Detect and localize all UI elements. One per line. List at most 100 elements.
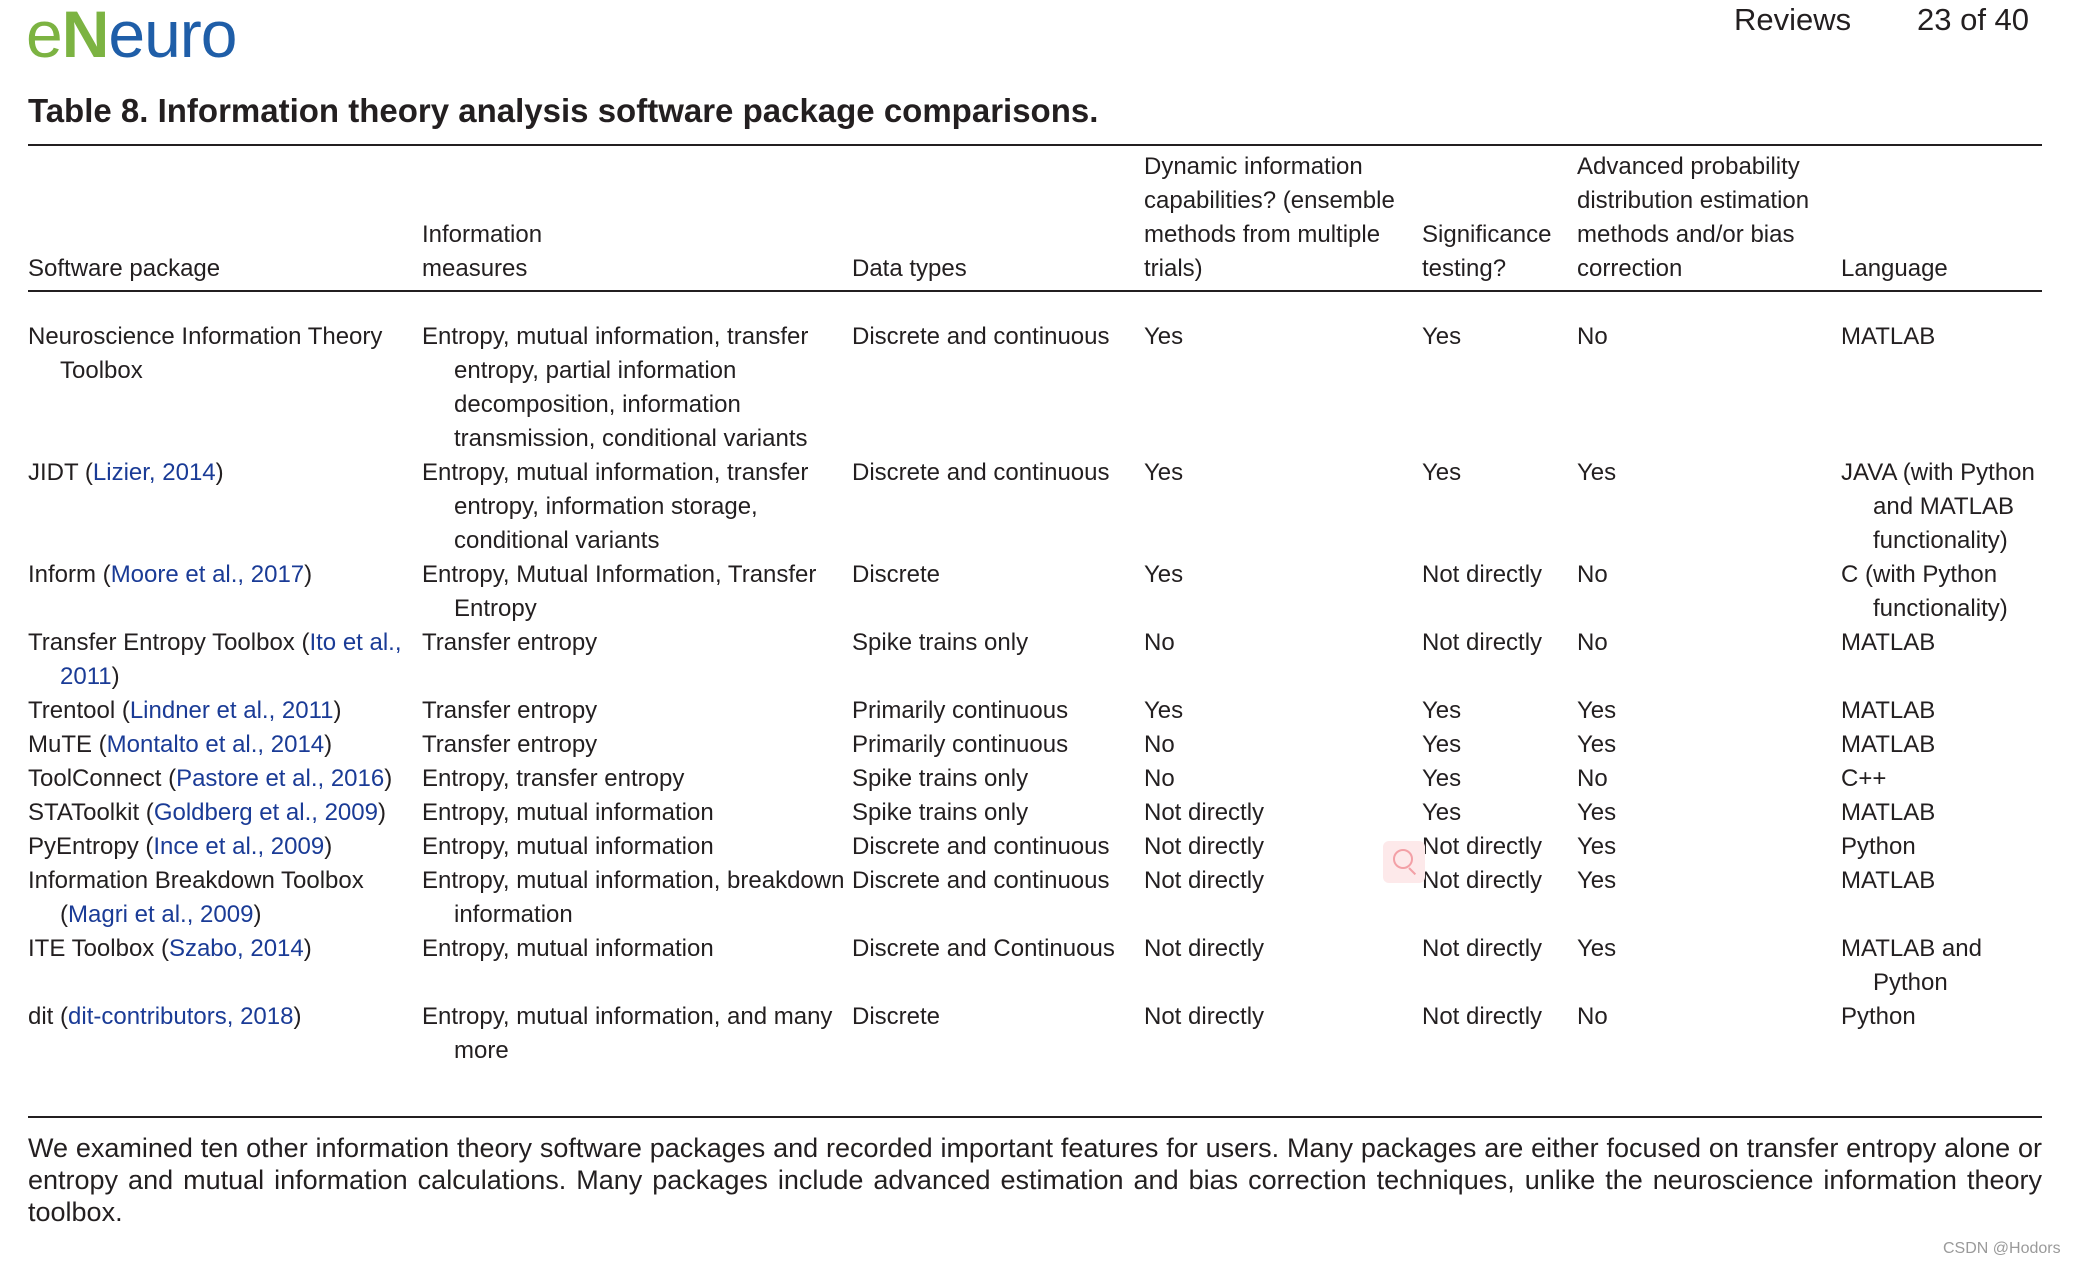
magnifier-icon[interactable] [1383, 841, 1425, 883]
measures-cell-text: Entropy, mutual information, transfer en… [422, 323, 809, 452]
estimation-cell-text: No [1577, 1003, 1608, 1030]
citation-link[interactable]: Moore et al., 2017 [110, 561, 305, 588]
package-name-cell: Transfer Entropy Toolbox (Ito et al., 20… [28, 629, 402, 690]
dynamic-cell-text: Not directly [1144, 799, 1265, 826]
estimation-cell-text: No [1577, 765, 1608, 792]
column-header: Dynamic information capabilities? (ensem… [1144, 153, 1395, 282]
measures-cell-text: Entropy, mutual information, and many mo… [422, 1003, 833, 1064]
language-cell: MATLAB [1841, 728, 2042, 762]
dynamic-cell: Not directly [1144, 796, 1422, 830]
language-cell: MATLAB [1841, 298, 2042, 456]
data-type-cell: Discrete and continuous [852, 298, 1144, 456]
language-cell-text: MATLAB and Python [1841, 935, 1982, 996]
citation-link[interactable]: Goldberg et al., 2009 [153, 799, 378, 826]
data-type-cell: Discrete and continuous [852, 864, 1144, 932]
estimation-cell: Yes [1577, 864, 1841, 932]
dynamic-cell: Yes [1144, 456, 1422, 558]
measures-cell: Transfer entropy [422, 694, 852, 728]
estimation-cell-text: Yes [1577, 935, 1617, 962]
significance-cell: Yes [1422, 762, 1577, 796]
citation-link[interactable]: Magri et al., 2009 [68, 901, 254, 928]
significance-cell-text: Yes [1422, 697, 1462, 724]
significance-cell: Yes [1422, 298, 1577, 456]
significance-cell: Not directly [1422, 558, 1577, 626]
journal-logo: eNeuro [26, 0, 238, 71]
measures-cell-text: Entropy, mutual information [422, 799, 714, 826]
estimation-cell-text: Yes [1577, 833, 1617, 860]
estimation-cell-text: Yes [1577, 731, 1617, 758]
language-cell: JAVA (with Python and MATLAB functionali… [1841, 456, 2042, 558]
data-type-cell-text: Discrete [852, 561, 941, 588]
package-name: dit ( [28, 1003, 69, 1030]
package-name-cell: JIDT (Lizier, 2014) [28, 459, 224, 486]
table-row: Neuroscience Information Theory Toolbox E… [28, 298, 2042, 456]
column-header: Information measures [422, 221, 543, 282]
header-rule [28, 290, 2042, 292]
package-name: Neuroscience Information Theory Toolbox [28, 323, 383, 384]
citation-link[interactable]: Lizier, 2014 [92, 459, 216, 486]
table-row: PyEntropy (Ince et al., 2009) Entropy, mu… [28, 830, 2042, 864]
citation-link[interactable]: Montalto et al., 2014 [106, 731, 325, 758]
page-number: 23 of 40 [1917, 2, 2030, 37]
citation-link[interactable]: Ince et al., 2009 [153, 833, 325, 860]
package-name: JIDT ( [28, 459, 93, 486]
dynamic-cell-text: Yes [1144, 459, 1184, 486]
language-cell-text: MATLAB [1841, 629, 1936, 656]
language-cell: C (with Python functionality) [1841, 558, 2042, 626]
table-row: STAToolkit (Goldberg et al., 2009) Entrop… [28, 796, 2042, 830]
measures-cell-text: Entropy, mutual information, transfer en… [422, 459, 809, 554]
table-row: JIDT (Lizier, 2014) Entropy, mutual infor… [28, 456, 2042, 558]
bottom-rule [28, 1116, 2042, 1118]
dynamic-cell-text: Not directly [1144, 1003, 1265, 1030]
language-cell: Python [1841, 1000, 2042, 1068]
data-type-cell-text: Discrete and continuous [852, 867, 1110, 894]
package-name-cell: Inform (Moore et al., 2017) [28, 561, 313, 588]
section-label: Reviews [1734, 2, 1852, 37]
language-cell: C++ [1841, 762, 2042, 796]
table-row: ITE Toolbox (Szabo, 2014) Entropy, mutual… [28, 932, 2042, 1000]
package-name-cell: dit (dit-contributors, 2018) [28, 1003, 302, 1030]
citation-link[interactable]: Ito et al., 2011 [60, 629, 402, 690]
citation-link[interactable]: Szabo, 2014 [168, 935, 304, 962]
dynamic-cell-text: No [1144, 629, 1175, 656]
measures-cell-text: Entropy, mutual information, breakdown i… [422, 867, 845, 928]
table-row: ToolConnect (Pastore et al., 2016) Entrop… [28, 762, 2042, 796]
dynamic-cell-text: Yes [1144, 323, 1184, 350]
citation-link[interactable]: Lindner et al., 2011 [129, 697, 334, 724]
package-name: Trentool ( [28, 697, 130, 724]
dynamic-cell: Not directly [1144, 864, 1422, 932]
estimation-cell: No [1577, 762, 1841, 796]
estimation-cell-text: No [1577, 629, 1608, 656]
citation-link[interactable]: Pastore et al., 2016 [176, 765, 385, 792]
citation-link[interactable]: dit-contributors, 2018 [68, 1003, 294, 1030]
dynamic-cell-text: Yes [1144, 561, 1184, 588]
language-cell-text: MATLAB [1841, 799, 1936, 826]
measures-cell: Entropy, mutual information, and many mo… [422, 1000, 852, 1068]
package-name: Inform ( [28, 561, 111, 588]
dynamic-cell-text: No [1144, 765, 1175, 792]
column-header: Software package [28, 255, 221, 282]
measures-cell: Entropy, mutual information, transfer en… [422, 456, 852, 558]
significance-cell: Yes [1422, 456, 1577, 558]
dynamic-cell: Not directly [1144, 1000, 1422, 1068]
significance-cell-text: Not directly [1422, 935, 1543, 962]
dynamic-cell-text: Not directly [1144, 833, 1265, 860]
dynamic-cell: Yes [1144, 558, 1422, 626]
table-row: MuTE (Montalto et al., 2014) Transfer ent… [28, 728, 2042, 762]
language-cell-text: Python [1841, 1003, 1916, 1030]
measures-cell-text: Entropy, transfer entropy [422, 765, 685, 792]
language-cell-text: MATLAB [1841, 697, 1936, 724]
package-name: Transfer Entropy Toolbox ( [28, 629, 310, 656]
dynamic-cell: Yes [1144, 298, 1422, 456]
estimation-cell: Yes [1577, 694, 1841, 728]
data-type-cell-text: Discrete and continuous [852, 833, 1110, 860]
package-name-cell: ITE Toolbox (Szabo, 2014) [28, 935, 312, 962]
significance-cell-text: Not directly [1422, 629, 1543, 656]
significance-cell-text: Yes [1422, 765, 1462, 792]
measures-cell: Entropy, transfer entropy [422, 762, 852, 796]
table-caption: Table 8. Information theory analysis sof… [28, 92, 1099, 129]
estimation-cell: No [1577, 1000, 1841, 1068]
package-name-cell: Trentool (Lindner et al., 2011) [28, 697, 342, 724]
dynamic-cell: No [1144, 626, 1422, 694]
measures-cell: Entropy, mutual information [422, 932, 852, 1000]
